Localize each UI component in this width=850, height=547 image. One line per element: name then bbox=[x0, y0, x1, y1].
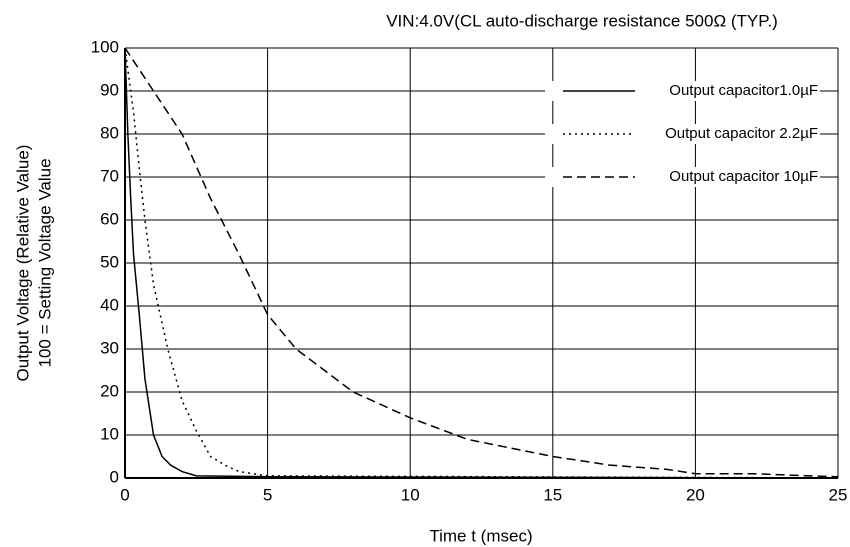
x-tick-label: 15 bbox=[543, 485, 562, 504]
data-line bbox=[124, 47, 839, 479]
x-tick-label: 5 bbox=[263, 485, 272, 504]
x-tick-label: 0 bbox=[120, 485, 129, 504]
data-line bbox=[124, 47, 839, 479]
y-tick-label: 0 bbox=[110, 467, 119, 486]
y-axis-label: 100 = Setting Voltage Value bbox=[35, 158, 54, 367]
chart-title: VIN:4.0V(CL auto-discharge resistance 50… bbox=[386, 11, 778, 30]
data-line bbox=[124, 47, 839, 478]
y-tick-label: 60 bbox=[100, 209, 119, 228]
x-axis-label: Time t (msec) bbox=[429, 526, 532, 545]
legend-background bbox=[545, 81, 820, 101]
x-tick-label: 20 bbox=[686, 485, 705, 504]
y-tick-label: 100 bbox=[91, 37, 119, 56]
legend-label: Output capacitor 2.2µF bbox=[665, 125, 818, 142]
y-tick-label: 30 bbox=[100, 338, 119, 357]
y-tick-label: 70 bbox=[100, 166, 119, 185]
y-tick-label: 50 bbox=[100, 252, 119, 271]
legend-label: Output capacitor 10µF bbox=[669, 168, 818, 185]
y-tick-label: 80 bbox=[100, 123, 119, 142]
legend-background bbox=[545, 167, 820, 187]
y-tick-label: 10 bbox=[100, 424, 119, 443]
y-tick-label: 20 bbox=[100, 381, 119, 400]
legend-label: Output capacitor1.0µF bbox=[669, 82, 818, 99]
y-tick-label: 40 bbox=[100, 295, 119, 314]
x-tick-label: 10 bbox=[401, 485, 420, 504]
legend-background bbox=[545, 124, 820, 144]
y-tick-label: 90 bbox=[100, 80, 119, 99]
y-axis-label: Output Voltage (Relative Value) bbox=[13, 145, 32, 382]
x-tick-label: 25 bbox=[829, 485, 848, 504]
